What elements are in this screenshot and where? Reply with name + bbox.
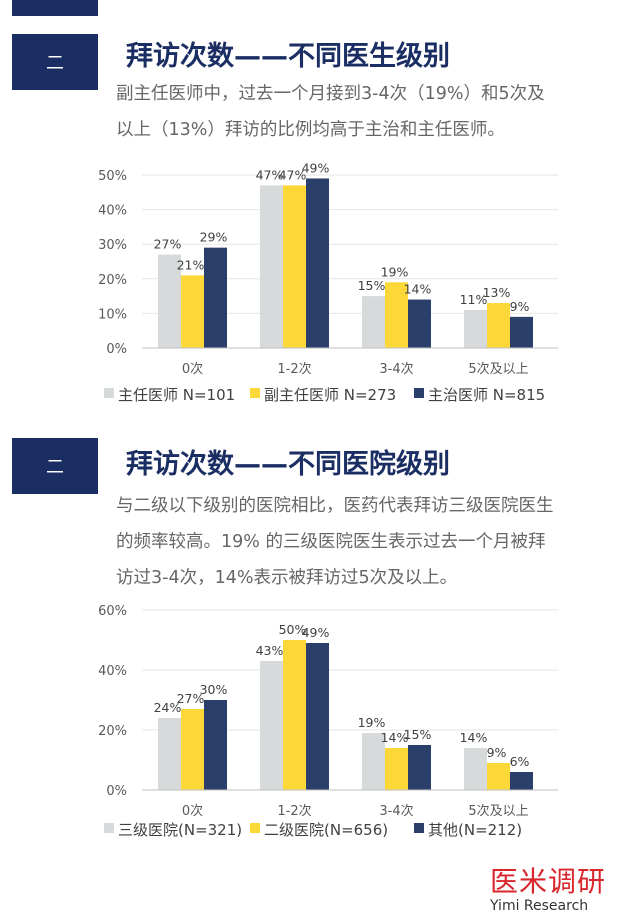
y-tick-label: 10%: [98, 307, 127, 322]
bar: [260, 185, 283, 348]
chart-doctor-level: 0% 10% 20% 30% 40% 50% 27% 47% 15% 11% 21% 47% 19% 13…: [98, 160, 558, 404]
data-label: 19%: [381, 264, 409, 279]
category-label: 5次及以上: [468, 803, 528, 819]
category-label: 3-4次: [379, 361, 413, 377]
data-label: 30%: [200, 682, 228, 697]
bar: [362, 296, 385, 348]
data-label: 19%: [358, 715, 386, 730]
bar: [181, 709, 204, 790]
data-label: 13%: [483, 285, 511, 300]
data-label: 14%: [381, 730, 409, 745]
bar: [181, 275, 204, 348]
section-2-badge: 二: [12, 438, 98, 494]
brand-name-en: Yimi Research: [490, 898, 589, 914]
bar: [158, 254, 181, 348]
bar: [204, 700, 227, 790]
bar: [487, 763, 510, 790]
data-label: 43%: [256, 643, 284, 658]
brand-name-cn: 医米调研: [490, 865, 607, 898]
y-tick-label: 60%: [98, 604, 127, 619]
bar: [464, 748, 487, 790]
category-label: 1-2次: [277, 803, 311, 819]
y-tick-label: 0%: [106, 342, 127, 357]
data-label: 6%: [510, 754, 530, 769]
section-1-title: 拜访次数——不同医生级别: [126, 41, 450, 72]
bar: [204, 247, 227, 348]
bar: [283, 185, 306, 348]
data-label: 21%: [177, 257, 205, 272]
data-label: 47%: [256, 167, 284, 182]
bar: [283, 640, 306, 790]
section-2-title: 拜访次数——不同医院级别: [126, 449, 450, 480]
data-label: 27%: [154, 237, 182, 252]
legend-label: 三级医院(N=321): [118, 821, 242, 839]
legend-swatch: [414, 388, 424, 398]
category-label: 0次: [182, 803, 203, 819]
section-1-desc-line: 副主任医师中，过去一个月接到3-4次（19%）和5次及: [116, 84, 545, 104]
top-decor-strip: [12, 0, 98, 16]
brand-logo: 医米调研 Yimi Research: [490, 860, 610, 914]
bar: [510, 772, 533, 790]
y-tick-label: 20%: [98, 724, 127, 739]
data-label: 47%: [279, 167, 307, 182]
section-2-desc-line: 的频率较高。19% 的三级医院医生表示过去一个月被拜: [116, 532, 546, 552]
data-label: 9%: [510, 299, 530, 314]
legend-swatch: [250, 388, 260, 398]
data-label: 9%: [487, 745, 507, 760]
data-label: 14%: [404, 282, 432, 297]
legend-swatch: [414, 823, 424, 833]
bar: [487, 303, 510, 348]
section-2-description: 与二级以下级别的医院相比，医药代表拜访三级医院医生 的频率较高。19% 的三级医…: [116, 488, 616, 596]
section-2-desc-line: 访过3-4次，14%表示被拜访过5次及以上。: [116, 568, 458, 588]
data-label: 24%: [154, 700, 182, 715]
legend-swatch: [250, 823, 260, 833]
category-label: 1-2次: [277, 361, 311, 377]
bar: [362, 733, 385, 790]
data-label: 49%: [302, 160, 330, 175]
section-2-desc-line: 与二级以下级别的医院相比，医药代表拜访三级医院医生: [116, 496, 554, 516]
section-1-badge: 二: [12, 34, 98, 90]
y-tick-label: 40%: [98, 204, 127, 219]
section-1-desc-line: 以上（13%）拜访的比例均高于主治和主任医师。: [116, 120, 505, 140]
legend-label: 二级医院(N=656): [264, 821, 388, 839]
bar: [306, 178, 329, 348]
bar: [260, 661, 283, 790]
data-label: 11%: [460, 292, 488, 307]
bar: [464, 309, 487, 348]
y-tick-label: 50%: [98, 169, 127, 184]
legend-label: 主任医师 N=101: [118, 386, 235, 404]
legend-label: 其他(N=212): [428, 821, 522, 839]
category-label: 5次及以上: [468, 361, 528, 377]
section-1-description: 副主任医师中，过去一个月接到3-4次（19%）和5次及 以上（13%）拜访的比例…: [116, 76, 616, 148]
category-label: 0次: [182, 361, 203, 377]
data-label: 50%: [279, 622, 307, 637]
data-label: 15%: [404, 727, 432, 742]
bar: [306, 643, 329, 790]
legend-label: 主治医师 N=815: [428, 386, 545, 404]
y-tick-label: 20%: [98, 273, 127, 288]
y-tick-label: 40%: [98, 664, 127, 679]
bar: [408, 745, 431, 790]
category-label: 3-4次: [379, 803, 413, 819]
legend-swatch: [104, 823, 114, 833]
bar: [385, 748, 408, 790]
bar: [158, 718, 181, 790]
bar: [510, 316, 533, 348]
bar: [385, 282, 408, 348]
legend-swatch: [104, 388, 114, 398]
y-tick-label: 0%: [106, 784, 127, 799]
data-label: 27%: [177, 691, 205, 706]
data-label: 14%: [460, 730, 488, 745]
bar: [408, 299, 431, 348]
data-label: 15%: [358, 278, 386, 293]
data-label: 49%: [302, 625, 330, 640]
data-label: 29%: [200, 230, 228, 245]
chart-hospital-level: 0%20%40%60%24%43%19%14%27%50%14%9%30%49%…: [98, 604, 558, 839]
y-tick-label: 30%: [98, 238, 127, 253]
legend-label: 副主任医师 N=273: [264, 386, 396, 404]
